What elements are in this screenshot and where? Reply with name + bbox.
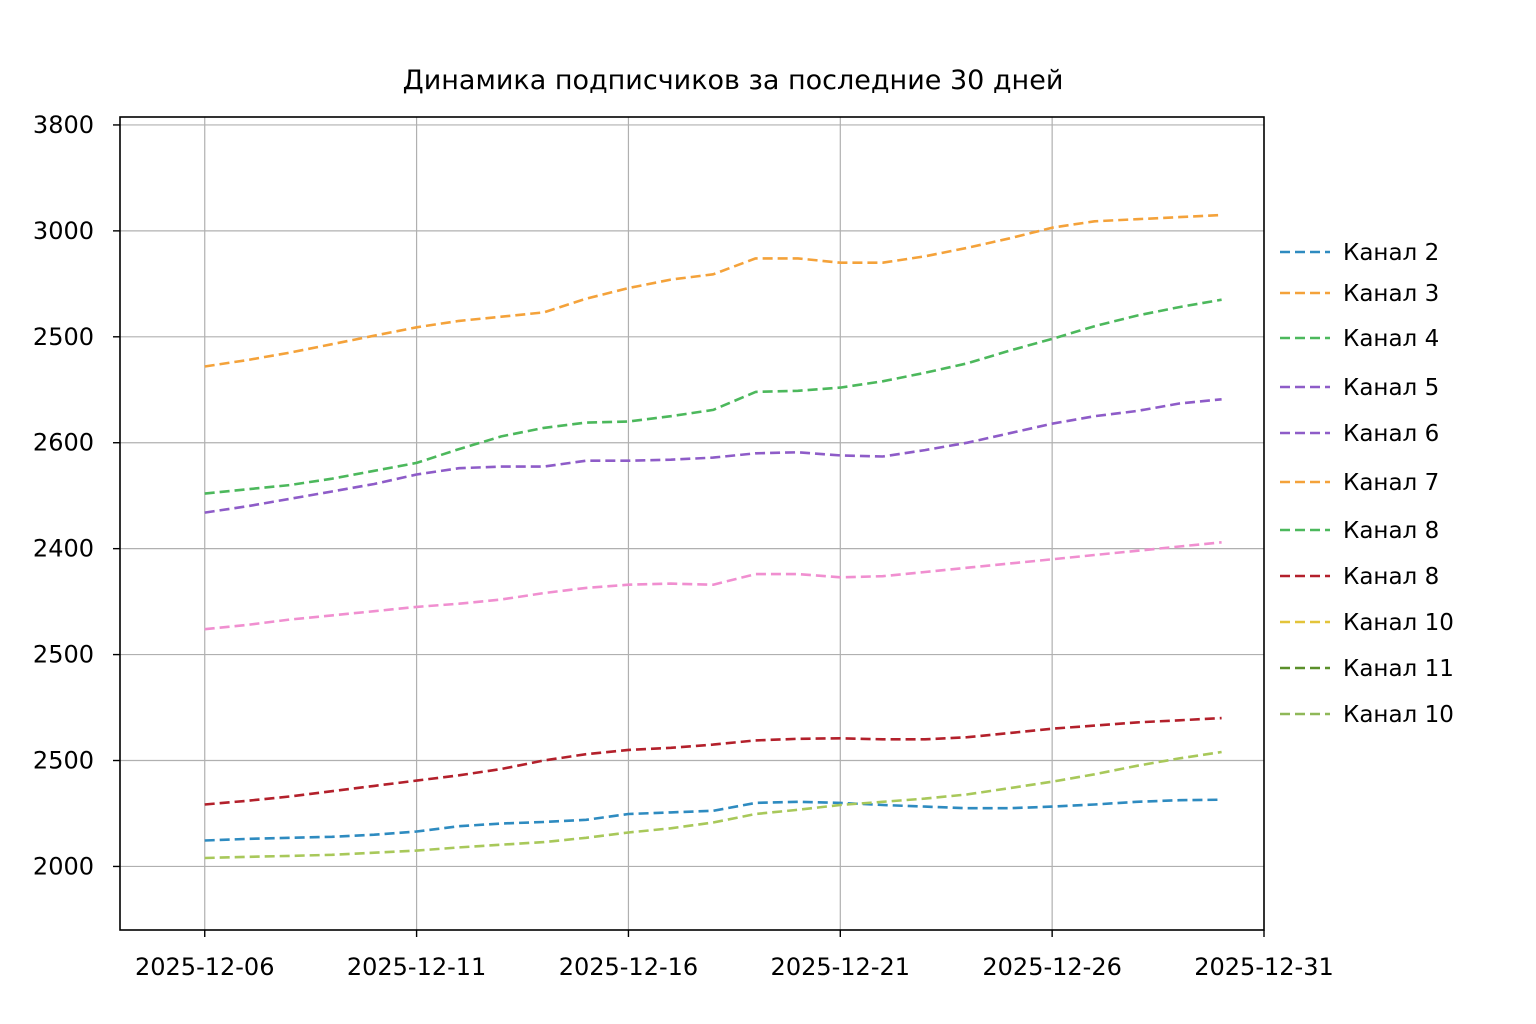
series-line: [204, 213, 1222, 368]
x-axis: 2025-12-06 2025-12-11 2025-12-16 2025-12-21…: [135, 930, 1334, 981]
series-line: [204, 716, 1222, 806]
x-tick-label: 2025-12-26: [982, 953, 1121, 981]
legend-label: Канал 7: [1343, 470, 1439, 496]
series-line: [204, 750, 1222, 860]
y-tick-label: 2000: [33, 852, 94, 880]
x-tick-label: 2025-12-21: [771, 953, 910, 981]
y-tick-label: 2500: [33, 323, 94, 351]
y-tick-label: 2500: [33, 641, 94, 669]
legend-label: Канал 10: [1343, 702, 1454, 728]
legend-label: Канал 6: [1343, 421, 1439, 447]
y-tick-label: 3800: [33, 111, 94, 139]
legend-label: Канал 11: [1343, 656, 1454, 682]
legend-label: Канал 10: [1343, 610, 1454, 636]
legend-label: Канал 4: [1343, 326, 1439, 352]
legend-label: Канал 5: [1343, 375, 1439, 401]
series-line: [204, 541, 1222, 631]
grid: [120, 117, 1264, 930]
legend-label: Канал 8: [1343, 518, 1439, 544]
y-tick-label: 2400: [33, 535, 94, 563]
series-line: [204, 298, 1222, 495]
legend: Канал 2 Канал 3 Канал 4 Канал 5 Канал 6 Канал…: [1280, 240, 1454, 728]
legend-label: Канал 3: [1343, 281, 1439, 307]
x-tick-label: 2025-12-31: [1194, 953, 1333, 981]
series-lines: [204, 213, 1222, 860]
y-tick-label: 3000: [33, 217, 94, 245]
x-tick-label: 2025-12-11: [347, 953, 486, 981]
y-tick-label: 2600: [33, 429, 94, 457]
y-tick-label: 2500: [33, 747, 94, 775]
x-tick-label: 2025-12-06: [135, 953, 274, 981]
legend-label: Канал 8: [1343, 564, 1439, 590]
chart-title: Динамика подписчиков за последние 30 дне…: [403, 65, 1064, 96]
x-tick-label: 2025-12-16: [559, 953, 698, 981]
legend-label: Канал 2: [1343, 240, 1439, 266]
y-axis: 2000 2500 2500 2400 2600 2500 3000 3800: [33, 111, 120, 880]
plot-frame: [119, 116, 1265, 931]
series-line: [204, 798, 1222, 842]
series-line: [204, 398, 1222, 514]
